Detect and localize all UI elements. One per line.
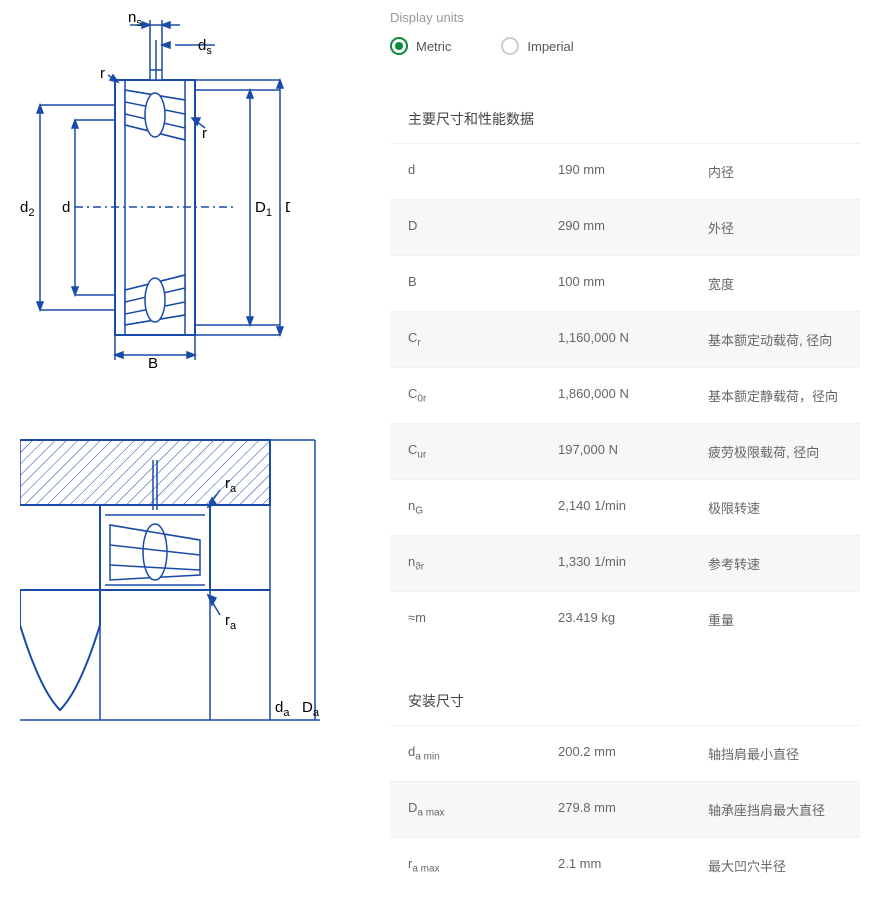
section1-table: d190 mm内径D290 mm外径B100 mm宽度Cr1,160,000 N… — [390, 143, 860, 647]
table-row: Cur197,000 N疲劳极限载荷, 径向 — [390, 423, 860, 479]
symbol-cell: ≈m — [408, 610, 558, 629]
radio-unselected-icon — [501, 37, 519, 55]
table-row: d190 mm内径 — [390, 143, 860, 199]
section2-title: 安装尺寸 — [390, 677, 860, 725]
description-cell: 最大凹穴半径 — [708, 856, 842, 875]
symbol-cell: C0r — [408, 386, 558, 405]
description-cell: 宽度 — [708, 274, 842, 293]
symbol-cell: D — [408, 218, 558, 237]
symbol-cell: ra max — [408, 856, 558, 875]
description-cell: 轴挡肩最小直径 — [708, 744, 842, 763]
section1-title: 主要尺寸和性能数据 — [390, 95, 860, 143]
value-cell: 190 mm — [558, 162, 708, 181]
svg-text:r: r — [100, 65, 105, 82]
diagram-column: ns ds r r d2 d D1 D B — [0, 0, 390, 903]
svg-text:ra: ra — [225, 612, 237, 632]
description-cell: 重量 — [708, 610, 842, 629]
table-row: Da max279.8 mm轴承座挡肩最大直径 — [390, 781, 860, 837]
svg-text:D: D — [285, 199, 290, 216]
symbol-cell: da min — [408, 744, 558, 763]
symbol-cell: B — [408, 274, 558, 293]
value-cell: 2.1 mm — [558, 856, 708, 875]
radio-imperial[interactable]: Imperial — [501, 37, 573, 55]
table-row: da min200.2 mm轴挡肩最小直径 — [390, 725, 860, 781]
table-row: nG2,140 1/min极限转速 — [390, 479, 860, 535]
radio-selected-icon — [390, 37, 408, 55]
description-cell: 参考转速 — [708, 554, 842, 573]
value-cell: 23.419 kg — [558, 610, 708, 629]
svg-text:r: r — [202, 125, 207, 142]
symbol-cell: d — [408, 162, 558, 181]
radio-metric[interactable]: Metric — [390, 37, 451, 55]
units-label: Display units — [390, 10, 860, 25]
description-cell: 基本额定动载荷, 径向 — [708, 330, 842, 349]
bearing-diagram-1: ns ds r r d2 d D1 D B — [20, 10, 290, 370]
value-cell: 100 mm — [558, 274, 708, 293]
svg-text:d2: d2 — [20, 199, 34, 219]
bearing-diagram-2: ra ra da Da — [20, 430, 290, 750]
description-cell: 极限转速 — [708, 498, 842, 517]
description-cell: 外径 — [708, 218, 842, 237]
radio-imperial-label: Imperial — [527, 39, 573, 54]
units-radio-group: Metric Imperial — [390, 37, 860, 55]
svg-text:da: da — [275, 699, 290, 719]
section2-table: da min200.2 mm轴挡肩最小直径Da max279.8 mm轴承座挡肩… — [390, 725, 860, 893]
symbol-cell: Cur — [408, 442, 558, 461]
svg-text:ns: ns — [128, 10, 142, 29]
value-cell: 2,140 1/min — [558, 498, 708, 517]
svg-text:d: d — [62, 199, 70, 216]
symbol-cell: Da max — [408, 800, 558, 819]
symbol-cell: nG — [408, 498, 558, 517]
value-cell: 290 mm — [558, 218, 708, 237]
table-row: Cr1,160,000 N基本额定动载荷, 径向 — [390, 311, 860, 367]
svg-text:D1: D1 — [255, 199, 272, 219]
value-cell: 1,860,000 N — [558, 386, 708, 405]
svg-text:B: B — [148, 355, 158, 370]
table-row: nϑr1,330 1/min参考转速 — [390, 535, 860, 591]
radio-metric-label: Metric — [416, 39, 451, 54]
svg-text:Da: Da — [302, 699, 320, 719]
table-row: C0r1,860,000 N基本额定静载荷，径向 — [390, 367, 860, 423]
value-cell: 1,330 1/min — [558, 554, 708, 573]
table-row: D290 mm外径 — [390, 199, 860, 255]
table-row: B100 mm宽度 — [390, 255, 860, 311]
value-cell: 279.8 mm — [558, 800, 708, 819]
value-cell: 200.2 mm — [558, 744, 708, 763]
description-cell: 轴承座挡肩最大直径 — [708, 800, 842, 819]
table-row: ≈m23.419 kg重量 — [390, 591, 860, 647]
symbol-cell: nϑr — [408, 554, 558, 573]
table-row: ra max2.1 mm最大凹穴半径 — [390, 837, 860, 893]
svg-text:ds: ds — [198, 37, 212, 57]
value-cell: 1,160,000 N — [558, 330, 708, 349]
data-column: Display units Metric Imperial 主要尺寸和性能数据 … — [390, 0, 880, 903]
description-cell: 内径 — [708, 162, 842, 181]
description-cell: 疲劳极限载荷, 径向 — [708, 442, 842, 461]
description-cell: 基本额定静载荷，径向 — [708, 386, 842, 405]
symbol-cell: Cr — [408, 330, 558, 349]
value-cell: 197,000 N — [558, 442, 708, 461]
